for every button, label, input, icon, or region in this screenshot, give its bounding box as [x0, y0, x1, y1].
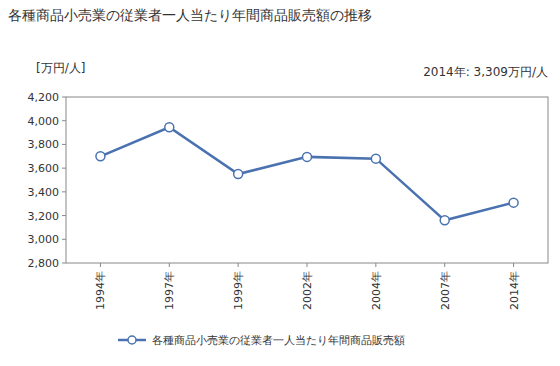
point	[234, 170, 243, 179]
point	[509, 198, 518, 207]
x-tick	[375, 263, 376, 267]
y-tick	[62, 191, 66, 192]
x-tick	[307, 263, 308, 267]
x-tick	[238, 263, 239, 267]
y-label: [万円/人]	[36, 61, 85, 75]
series-line	[100, 127, 513, 220]
x-tick	[513, 263, 514, 267]
y-tick	[62, 97, 66, 98]
x-tick-label: 2007年	[439, 271, 452, 310]
x-tick	[169, 263, 170, 267]
y-tick-label: 3,000	[28, 233, 60, 246]
point	[165, 123, 174, 132]
point	[440, 216, 449, 225]
legend-label: 各種商品小売業の従業者一人当たり年間商品販売額	[152, 334, 405, 347]
title: 各種商品小売業の従業者一人当たり年間商品販売額の推移	[8, 7, 372, 23]
y-tick	[62, 168, 66, 169]
x-tick-label: 1997年	[163, 271, 176, 310]
x-tick	[444, 263, 445, 267]
x-tick	[100, 263, 101, 267]
point	[96, 152, 105, 161]
x-tick-label: 1999年	[232, 271, 245, 310]
point	[371, 154, 380, 163]
y-tick	[62, 215, 66, 216]
plot-marks	[96, 123, 518, 225]
y-tick-label: 3,400	[28, 186, 60, 199]
x-tick-label: 2002年	[301, 271, 314, 310]
point	[303, 152, 312, 161]
y-tick-label: 4,000	[28, 115, 60, 128]
y-tick-label: 3,200	[28, 210, 60, 223]
x-tick-label: 2004年	[370, 271, 383, 310]
chart: 各種商品小売業の従業者一人当たり年間商品販売額の推移 [万円/人] 2014年: 3…	[0, 0, 560, 366]
y-tick-label: 2,800	[28, 257, 60, 270]
y-tick	[62, 239, 66, 240]
annotation: 2014年: 3,309万円/人	[423, 65, 548, 79]
plot-frame	[66, 97, 548, 263]
legend-marker	[128, 336, 136, 344]
y-tick	[62, 144, 66, 145]
x-tick-label: 2014年	[508, 271, 521, 310]
y-tick	[62, 263, 66, 264]
y-tick-label: 3,800	[28, 138, 60, 151]
y-tick-label: 4,200	[28, 91, 60, 104]
x-tick-label: 1994年	[94, 271, 107, 310]
y-tick-label: 3,600	[28, 162, 60, 175]
y-tick	[62, 120, 66, 121]
